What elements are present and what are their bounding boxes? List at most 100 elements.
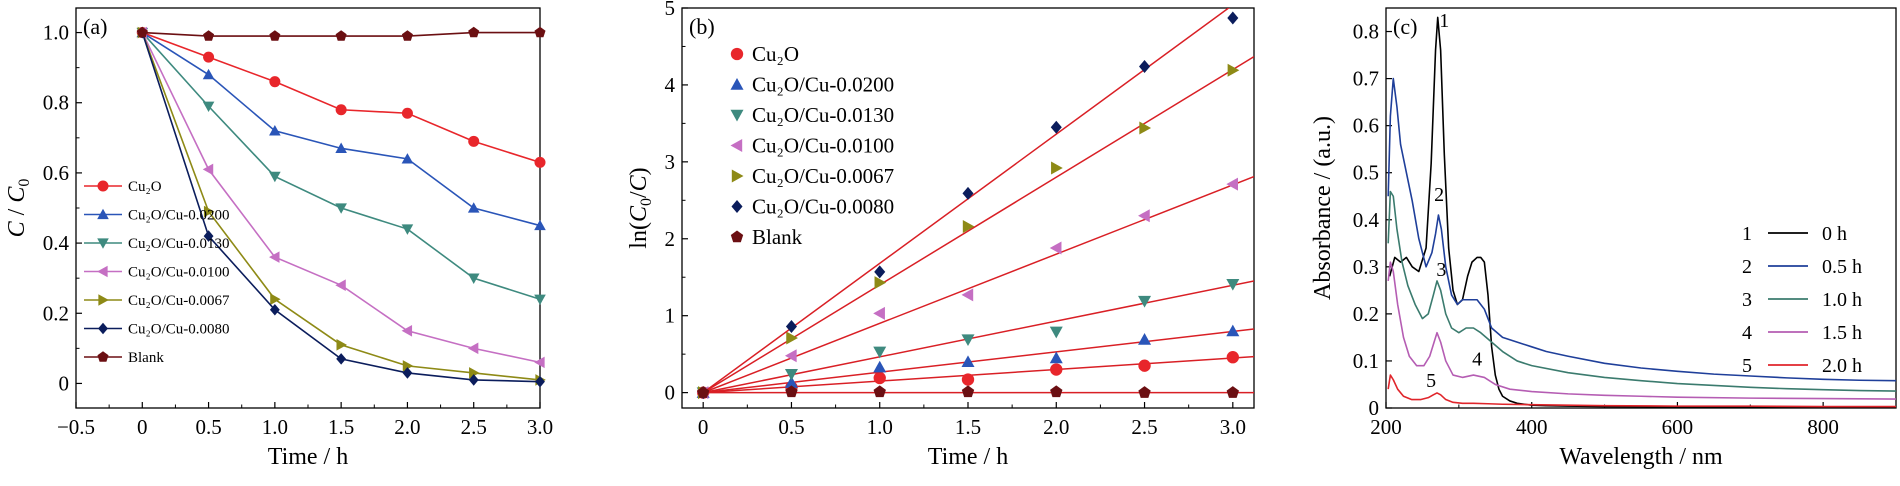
data-point: [1051, 161, 1063, 175]
curve-number-annotation: 5: [1426, 370, 1436, 392]
data-point: [534, 356, 545, 369]
curve-number-annotation: 2: [1434, 184, 1444, 206]
x-axis-label: Wavelength / nm: [1559, 444, 1723, 470]
legend-number: 2: [1742, 256, 1752, 278]
legend-marker: [730, 109, 744, 122]
y-axis-label: ln(C0/C): [626, 167, 655, 248]
spectrum-1-5-h: [1387, 261, 1897, 400]
fit-line: [703, 280, 1254, 394]
data-point: [335, 142, 347, 153]
legend-label: 2.0 h: [1822, 355, 1862, 377]
y-tick-label: 0.2: [43, 301, 69, 325]
legend-label: 0 h: [1822, 223, 1847, 245]
data-point: [468, 135, 480, 147]
y-tick-label: 0.4: [43, 231, 70, 255]
data-point: [203, 30, 215, 41]
legend-label: Cu₂O/Cu-0.0130: [128, 236, 229, 252]
data-point: [1226, 177, 1239, 191]
data-point: [534, 294, 546, 306]
series-cu2o-cu-0-0100: [696, 175, 1254, 400]
data-point: [874, 276, 887, 290]
data-point: [784, 349, 797, 363]
x-tick-label: 600: [1662, 415, 1694, 439]
curve-number-annotation: 1: [1439, 10, 1449, 32]
spectrum-line: [1387, 190, 1897, 392]
panel-a-time-decay: −0.5 0 0.5 1.0 1.5 2.0 2.5 3.0 0 0.2 0.4 0.6 0.8 1.0 T…: [4, 7, 553, 470]
x-axis-label: Time / h: [268, 444, 348, 470]
data-point: [269, 125, 281, 136]
x-tick-label: 400: [1516, 415, 1548, 439]
data-point: [467, 273, 480, 284]
series-blank: [697, 385, 1254, 398]
x-tick-label: 0.5: [195, 415, 221, 439]
curve-number-annotation: 4: [1472, 349, 1482, 371]
x-tick-label: 2.0: [1043, 415, 1069, 439]
data-point: [784, 368, 798, 381]
data-point: [269, 303, 280, 316]
data-point: [467, 342, 479, 355]
data-point: [1049, 351, 1063, 364]
data-point: [1227, 11, 1239, 25]
legend-label: Cu₂O/Cu-0.0080: [128, 322, 229, 338]
fit-line: [703, 328, 1254, 394]
x-tick-label: 1.5: [955, 415, 981, 439]
data-point: [873, 306, 885, 320]
data-point: [697, 386, 710, 398]
y-tick-label: 0.7: [1353, 67, 1379, 91]
data-point: [534, 219, 546, 231]
data-point: [401, 325, 413, 337]
spectrum-line: [1387, 261, 1897, 400]
data-point: [269, 251, 280, 263]
data-point: [335, 30, 347, 41]
data-point: [962, 219, 975, 233]
legend-marker: [97, 208, 109, 220]
y-tick-label: 0.6: [1353, 114, 1379, 138]
data-point: [785, 319, 797, 333]
legend-marker: [731, 169, 744, 183]
data-point: [1226, 278, 1240, 291]
data-point: [1049, 326, 1063, 339]
legend: Cu₂O Cu₂O/Cu-0.0200 Cu₂O/Cu-0.0130 Cu₂O/Cu-…: [84, 179, 230, 366]
x-tick-label: −0.5: [57, 415, 95, 439]
y-tick-label: 4: [665, 73, 676, 97]
series-blank: [136, 26, 546, 41]
series-cu2o-cu-0-0200: [136, 26, 546, 231]
series-line: [141, 32, 541, 300]
plot-frame: [1385, 7, 1897, 409]
spectrum-line: [1387, 77, 1897, 382]
legend-label: 1.0 h: [1822, 289, 1862, 311]
series-cu2o-cu-0-0130: [696, 278, 1254, 400]
data-point: [203, 51, 215, 63]
spectrum-1-0-h: [1387, 190, 1897, 392]
legend-marker: [97, 265, 108, 278]
spectrum-2-0-h: [1387, 374, 1896, 408]
y-tick-label: 1: [665, 304, 676, 328]
data-point: [335, 203, 347, 214]
data-point: [1226, 386, 1239, 398]
data-point: [873, 385, 886, 398]
data-point: [335, 104, 347, 116]
y-tick-label: 0.8: [43, 91, 69, 115]
data-point: [469, 367, 480, 379]
data-point: [335, 279, 346, 291]
data-point: [874, 265, 886, 279]
data-point: [401, 153, 414, 164]
data-point: [961, 355, 975, 368]
legend-marker: [97, 180, 109, 192]
data-point: [203, 205, 215, 218]
panel-c-absorbance-spectra: 200 400 600 800 0 0.1 0.2 0.3 0.4 0.5 0.6 0.7 0.8 Wav…: [1310, 7, 1897, 470]
legend: Cu₂O Cu₂O/Cu-0.0200 Cu₂O/Cu-0.0130 Cu₂O/Cu-…: [730, 42, 894, 249]
data-point: [961, 334, 975, 347]
data-point: [1050, 120, 1062, 134]
y-tick-label: 0.8: [1353, 20, 1379, 44]
data-point: [1050, 385, 1063, 398]
panel-label: (c): [1393, 14, 1417, 39]
legend-marker: [730, 139, 743, 152]
legend-label: 0.5 h: [1822, 256, 1862, 278]
data-point: [535, 375, 545, 388]
spectrum-0-5-h: [1387, 77, 1897, 382]
legend-label: Cu₂O/Cu-0.0200: [752, 73, 894, 97]
legend-label: Cu₂O/Cu-0.0067: [128, 293, 230, 309]
y-tick-label: 5: [665, 0, 676, 20]
